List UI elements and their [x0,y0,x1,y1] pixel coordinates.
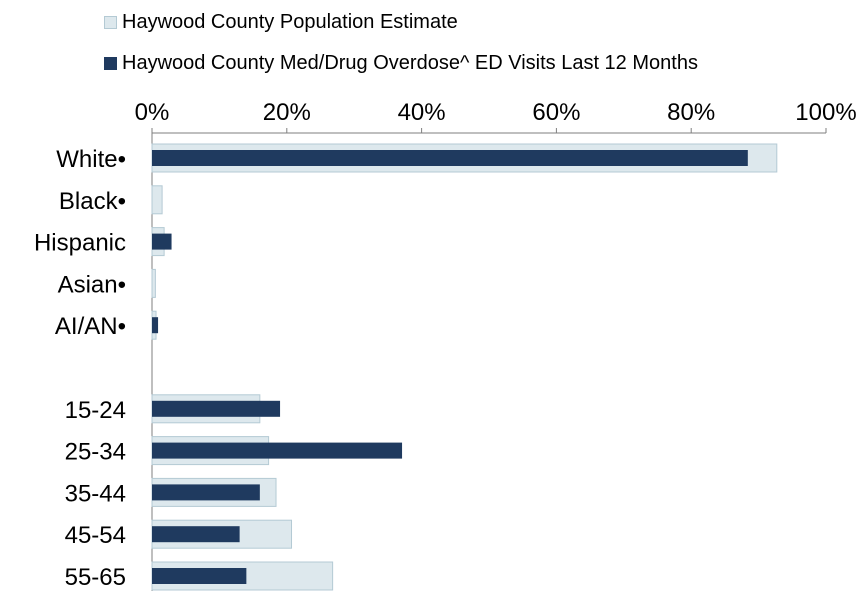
category-label: Asian• [58,271,126,298]
category-label: 35-44 [65,480,126,507]
bar-ed-visits [152,317,159,334]
legend-item-population: Haywood County Population Estimate [104,10,458,34]
category-label: White• [56,146,126,173]
legend-label-population: Haywood County Population Estimate [122,11,458,33]
x-tick-label: 40% [398,99,446,126]
category-label: 45-54 [65,522,126,549]
category-label: Hispanic [34,230,126,257]
category-label: AI/AN• [55,313,126,340]
x-tick-label: 100% [795,99,856,126]
category-label: 55-65 [65,564,126,591]
bar-population [151,185,163,215]
legend-swatch-population [104,15,117,29]
x-tick-label: 60% [532,99,580,126]
bar-ed-visits [152,233,172,250]
legend-item-ed-visits: Haywood County Med/Drug Overdose^ ED Vis… [104,51,698,75]
category-label: Black• [59,188,126,215]
bar-ed-visits [152,150,748,166]
category-label: 15-24 [65,397,126,424]
x-tick-label: 0% [135,99,170,126]
legend-swatch-ed-visits [104,56,117,70]
x-tick-label: 20% [263,99,311,126]
bar-ed-visits [152,400,281,417]
category-label: 25-34 [65,439,126,466]
bar-population [151,268,156,298]
bar-ed-visits [152,484,260,501]
bar-ed-visits [152,442,403,459]
x-tick-label: 80% [667,99,715,126]
legend-label-ed-visits: Haywood County Med/Drug Overdose^ ED Vis… [122,52,698,74]
bar-ed-visits [152,526,240,543]
bar-ed-visits [152,568,247,584]
